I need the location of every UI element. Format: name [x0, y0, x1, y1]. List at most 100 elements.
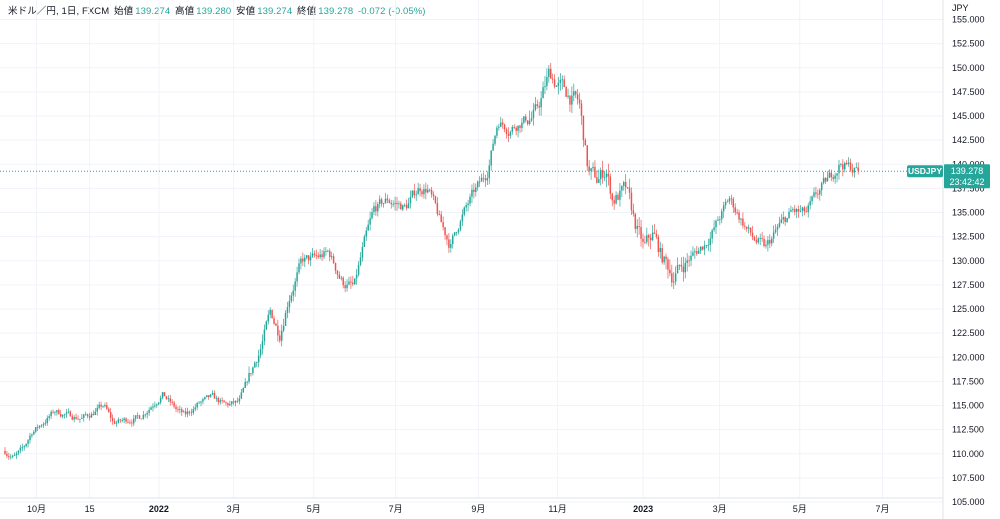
- candle: [304, 254, 306, 267]
- candle: [65, 408, 68, 418]
- candle: [365, 226, 368, 241]
- candle: [52, 409, 54, 414]
- candle: [115, 420, 118, 427]
- candle: [288, 295, 291, 313]
- candle: [651, 224, 654, 242]
- candle: [788, 208, 790, 220]
- candle: [659, 241, 662, 259]
- candle: [801, 206, 804, 217]
- candle: [148, 407, 150, 416]
- candle: [776, 224, 779, 236]
- candle: [305, 254, 308, 260]
- candle: [459, 219, 462, 232]
- candle: [448, 233, 450, 253]
- candle: [377, 201, 379, 217]
- candle: [177, 406, 179, 413]
- candle: [138, 414, 141, 419]
- candle: [94, 407, 97, 416]
- candle: [378, 195, 381, 209]
- candle: [217, 396, 220, 406]
- candle: [161, 391, 164, 400]
- candle: [263, 324, 266, 346]
- candle: [699, 246, 702, 254]
- candle: [58, 408, 60, 415]
- candle: [4, 447, 6, 456]
- candle: [355, 268, 358, 285]
- candle: [503, 123, 506, 133]
- candle: [229, 400, 231, 407]
- candle: [832, 174, 834, 182]
- candle: [136, 412, 139, 420]
- candle: [838, 159, 840, 180]
- candle: [271, 309, 273, 319]
- candle: [726, 199, 729, 203]
- candle: [567, 88, 569, 99]
- candle: [33, 430, 35, 436]
- candle: [701, 246, 704, 251]
- candle: [632, 203, 635, 217]
- symbol-label[interactable]: 米ドル／円, 1日, FXCM: [8, 6, 110, 17]
- candle: [157, 402, 160, 406]
- candle: [319, 249, 321, 260]
- candle: [722, 201, 725, 218]
- candle: [246, 380, 248, 386]
- candle: [623, 180, 625, 191]
- y-tick-label: 127.500: [952, 280, 985, 290]
- candle: [749, 227, 752, 236]
- candle: [857, 162, 859, 175]
- candle: [175, 404, 177, 413]
- candle: [142, 410, 145, 420]
- candle: [154, 401, 156, 409]
- candle: [234, 400, 237, 407]
- candle: [27, 439, 29, 448]
- candle: [790, 205, 792, 212]
- y-tick-label: 152.500: [952, 39, 985, 49]
- candle: [463, 206, 466, 217]
- candle: [797, 205, 800, 218]
- candle: [200, 400, 202, 407]
- low-label: 安値: [236, 6, 256, 17]
- candle: [663, 255, 665, 265]
- candle: [617, 192, 619, 201]
- candle: [784, 216, 786, 226]
- candle: [742, 212, 744, 229]
- candle: [455, 231, 458, 236]
- x-tick-label: 5月: [793, 504, 807, 514]
- candle: [434, 195, 437, 205]
- candle: [257, 349, 260, 368]
- open-label: 始値: [114, 6, 134, 17]
- candle: [198, 401, 200, 404]
- candle: [799, 205, 802, 213]
- candle: [171, 399, 173, 405]
- candle: [588, 159, 590, 176]
- y-tick-label: 125.000: [952, 304, 985, 314]
- symbol-tag-bg: [907, 165, 943, 178]
- change-value: -0.072 (-0.05%): [358, 6, 426, 17]
- candle: [686, 253, 688, 272]
- candle: [753, 235, 756, 242]
- candle: [540, 91, 542, 116]
- candle: [580, 99, 583, 125]
- candle: [432, 191, 435, 201]
- candle: [515, 126, 517, 136]
- candle: [709, 231, 711, 252]
- candle: [692, 246, 694, 257]
- candle: [207, 395, 210, 400]
- candle: [209, 393, 212, 398]
- candle: [215, 395, 218, 402]
- candle: [845, 160, 848, 166]
- candle: [734, 203, 736, 216]
- candle: [19, 444, 22, 454]
- candle: [42, 421, 45, 429]
- candle: [44, 419, 47, 427]
- candle: [169, 394, 172, 406]
- candle: [69, 410, 72, 417]
- candle: [740, 217, 742, 226]
- candle: [129, 419, 131, 425]
- candle: [724, 198, 727, 209]
- candle: [467, 199, 469, 212]
- candle: [542, 81, 544, 99]
- candle: [599, 167, 602, 186]
- candle: [807, 202, 809, 218]
